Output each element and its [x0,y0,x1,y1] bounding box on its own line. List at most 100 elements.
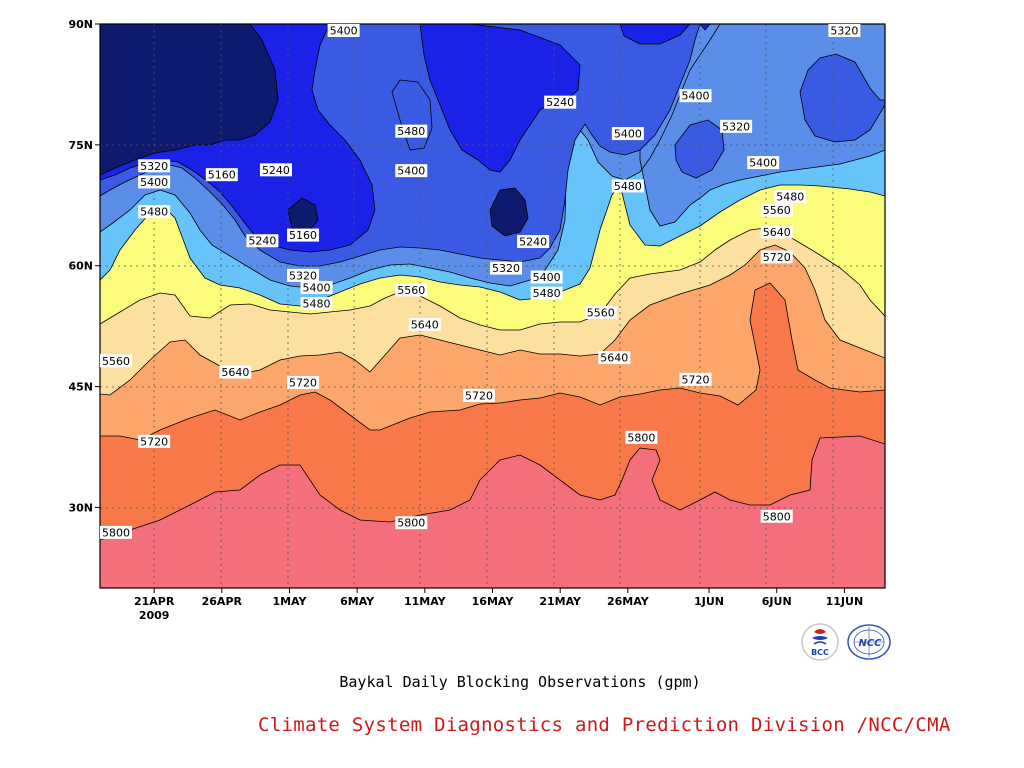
contour-label: 5480 [138,205,171,219]
contour-label: 5400 [530,270,563,284]
contour-label-text: 5400 [303,281,331,294]
contour-label-text: 5480 [533,287,561,300]
contour-label-text: 5560 [397,284,425,297]
y-tick-label: 45N [68,381,93,394]
contour-label-bg [490,261,523,275]
contour-label-text: 5720 [465,389,493,402]
contour-label-text: 5320 [492,262,520,275]
contour-label-text: 5720 [140,435,168,448]
contour-label-bg [774,189,807,203]
contour-label: 5480 [530,286,563,300]
contour-label: 5720 [138,434,171,448]
contour-label: 5320 [138,159,171,173]
contour-label: 5800 [760,509,793,523]
contour-label-bg [611,127,644,141]
contour-label-bg [300,297,333,311]
contour-label-bg [395,124,428,138]
contour-label-text: 5320 [289,269,317,282]
contour-label-text: 5560 [587,306,615,319]
bcc-logo-text: BCC [811,648,829,657]
contour-label-bg [530,286,563,300]
x-tick-label: 1MAY [272,595,307,608]
contour-label: 5800 [100,525,132,539]
contour-label-bg [287,228,320,242]
contour-label-text: 5240 [248,235,276,248]
x-tick-label: 6MAY [340,595,375,608]
contour-label-bg [611,179,644,193]
contour-label: 5480 [300,297,333,311]
contour-label-text: 5560 [763,204,791,217]
contour-label-bg [138,434,171,448]
contour-label: 5720 [287,376,320,390]
contour-label-bg [287,268,320,282]
contour-label-text: 5640 [600,352,628,365]
contour-label-text: 5480 [776,190,804,203]
contour-label-text: 5320 [722,120,750,133]
bcc-logo-icon: BCC [801,623,839,661]
contour-label-text: 5640 [763,226,791,239]
contour-label-bg [530,270,563,284]
contour-label-bg [138,159,171,173]
contour-label-bg [259,163,292,177]
contour-label-text: 5560 [102,355,130,368]
contour-label-bg [395,516,428,530]
contour-label-bg [760,250,793,264]
contour-label: 5400 [747,156,780,170]
contour-label: 5160 [287,228,320,242]
contour-label-bg [287,376,320,390]
contour-label: 5240 [246,234,279,248]
contour-label: 5640 [598,351,631,365]
contour-label-bg [517,235,550,249]
contour-label-text: 5800 [627,431,655,444]
contour-label: 5560 [395,283,428,297]
plot-area [100,24,885,588]
contour-label-text: 5400 [749,157,777,170]
contour-label-text: 5480 [140,206,168,219]
contour-label: 5720 [462,388,495,402]
contour-label-bg [100,354,132,368]
y-axis: 30N 45N 60N 75N 90N [68,18,100,514]
contour-label-text: 5720 [289,377,317,390]
x-tick-label: 6JUN [762,595,792,608]
contour-label: 5400 [300,280,333,294]
grid [100,24,885,588]
contour-label-text: 5160 [208,169,236,182]
contour-label-bg [300,280,333,294]
contour-label-text: 5800 [397,517,425,530]
contour-label: 5400 [138,175,171,189]
contour-label: 5640 [408,318,441,332]
contour-label-text: 5800 [763,510,791,523]
contour-label: 5320 [828,24,861,38]
contour-label-bg [760,509,793,523]
contour-label-text: 5240 [546,96,574,109]
x-tick-label: 21MAY [539,595,582,608]
bcc-logo: BCC [800,622,840,662]
contour-label-text: 5480 [397,125,425,138]
contour-label: 5480 [395,124,428,138]
contour-label-bg [625,430,658,444]
y-tick-label: 60N [68,260,93,273]
contour-label: 5800 [625,430,658,444]
contour-label-bg [544,95,577,109]
contour-label-text: 5400 [533,271,561,284]
x-year-label: 2009 [139,609,170,622]
contour-label-text: 5320 [140,160,168,173]
x-tick-label: 1JUN [694,595,724,608]
contour-label-bg [584,305,617,319]
credit-line: Climate System Diagnostics and Predictio… [258,714,951,736]
contour-label-text: 5800 [102,526,130,539]
contour-label-bg [246,234,279,248]
contour-label-text: 5400 [614,128,642,141]
contour-label: 5160 [205,168,238,182]
contour-label-text: 5480 [614,180,642,193]
ncc-logo-text: NCC [858,638,882,649]
contour-label-text: 5240 [519,236,547,249]
contour-label-bg [598,351,631,365]
contour-label-text: 5400 [682,90,710,103]
contour-label-bg [138,205,171,219]
contour-label: 5320 [287,268,320,282]
contour-label: 5720 [679,372,712,386]
contour-label: 5480 [774,189,807,203]
contour-label-bg [462,388,495,402]
